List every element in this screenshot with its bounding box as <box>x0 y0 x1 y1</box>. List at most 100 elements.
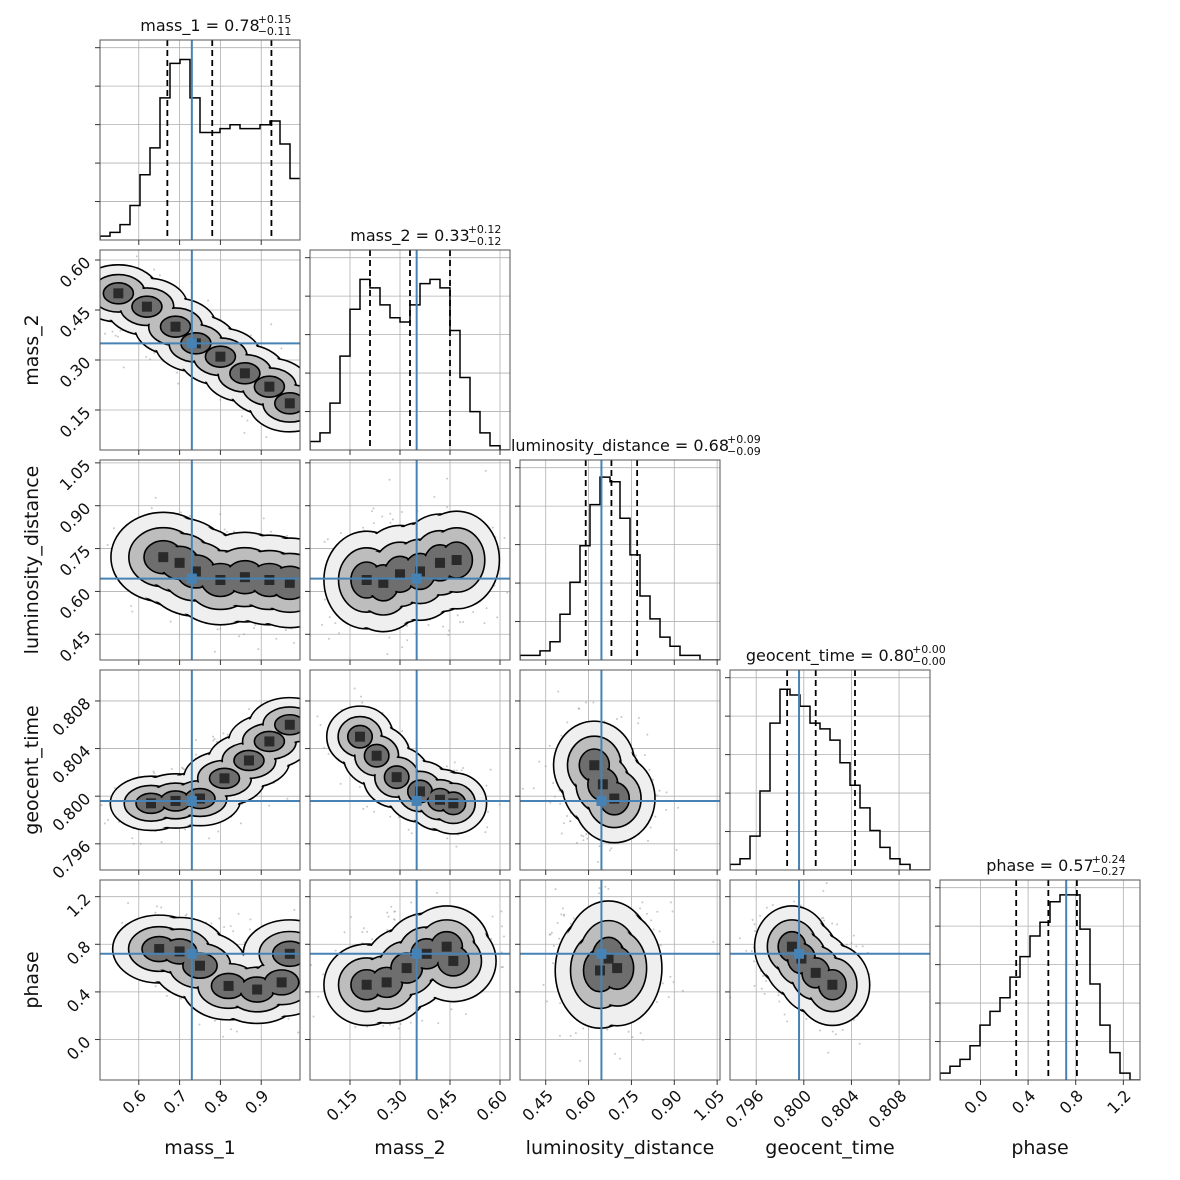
sample-point <box>322 973 325 976</box>
density-core <box>415 786 425 797</box>
density-core <box>435 557 445 568</box>
sample-point <box>232 930 235 933</box>
truth-marker <box>186 338 197 349</box>
density-core <box>146 798 157 809</box>
sample-point <box>405 624 408 627</box>
sample-point <box>620 716 623 719</box>
sample-point <box>763 992 766 995</box>
sample-point <box>100 804 103 807</box>
sample-point <box>248 928 251 931</box>
sample-point <box>222 1035 225 1038</box>
sample-point <box>437 1022 440 1025</box>
sample-point <box>248 708 251 711</box>
sample-point <box>554 888 557 891</box>
density-core <box>170 321 181 332</box>
sample-point <box>586 837 589 840</box>
sample-point <box>372 810 375 813</box>
sample-point <box>180 997 183 1000</box>
density-core <box>195 793 205 804</box>
sample-point <box>658 789 661 792</box>
sample-point <box>845 943 848 946</box>
sample-point <box>312 1015 315 1018</box>
sample-point <box>409 1021 412 1024</box>
sample-point <box>382 1024 385 1027</box>
sample-point <box>569 922 572 925</box>
panel-frame <box>99 39 301 241</box>
density-core <box>361 575 372 585</box>
sample-point <box>592 701 595 704</box>
sample-point <box>646 839 649 842</box>
sample-point <box>560 913 563 916</box>
sample-point <box>598 887 601 890</box>
sample-point <box>672 980 675 983</box>
sample-point <box>119 329 122 332</box>
sample-point <box>681 989 684 992</box>
density-core <box>174 557 185 568</box>
sample-point <box>389 521 392 524</box>
panel-content <box>100 250 300 450</box>
sample-point <box>462 767 465 770</box>
sample-point <box>113 787 116 790</box>
sample-point <box>503 935 506 938</box>
sample-point <box>659 944 662 947</box>
sample-point <box>560 832 563 835</box>
sample-point <box>381 515 384 518</box>
sample-point <box>550 931 553 934</box>
sample-point <box>397 1027 400 1030</box>
sample-point <box>240 415 243 418</box>
sample-point <box>122 366 125 369</box>
sample-point <box>280 347 283 350</box>
density-core <box>195 960 205 971</box>
sample-point <box>566 721 569 724</box>
sample-point <box>218 917 221 920</box>
density-core <box>215 575 226 585</box>
truth-marker <box>794 948 805 959</box>
sample-point <box>219 513 222 516</box>
sample-point <box>822 889 825 892</box>
sample-point <box>610 847 613 850</box>
sample-point <box>500 910 503 913</box>
sample-point <box>249 334 252 337</box>
sample-point <box>598 845 601 848</box>
sample-point <box>637 717 640 720</box>
panel-geocent_time-vs-geocent_time <box>725 669 931 875</box>
sample-point <box>861 945 864 948</box>
density-core <box>264 381 275 392</box>
sample-point <box>339 532 342 535</box>
density-core <box>264 736 275 747</box>
sample-point <box>485 784 488 787</box>
density-core <box>158 552 169 563</box>
sample-point <box>661 982 664 985</box>
sample-point <box>549 933 552 936</box>
density-core <box>381 977 392 988</box>
sample-point <box>297 1031 300 1034</box>
sample-point <box>604 885 607 888</box>
sample-point <box>793 900 796 903</box>
sample-point <box>327 752 330 755</box>
sample-point <box>226 530 229 533</box>
sample-point <box>834 1033 837 1036</box>
sample-point <box>328 616 331 619</box>
panel-content <box>100 880 300 1080</box>
panel-frame <box>519 669 721 871</box>
sample-point <box>170 767 173 770</box>
sample-point <box>566 814 569 817</box>
sample-point <box>585 833 588 836</box>
sample-point <box>579 1059 582 1062</box>
sample-point <box>608 849 611 852</box>
sample-point <box>397 816 400 819</box>
sample-point <box>354 1025 357 1028</box>
sample-point <box>121 922 124 925</box>
sample-point <box>213 737 216 740</box>
sample-point <box>641 901 644 904</box>
sample-point <box>491 526 494 529</box>
sample-point <box>532 787 535 790</box>
sample-point <box>153 772 156 775</box>
panel-content <box>730 880 930 1080</box>
panel-luminosity_distance-vs-mass_1 <box>95 459 301 665</box>
density-core <box>435 794 445 805</box>
sample-point <box>552 962 555 965</box>
sample-point <box>805 1018 808 1021</box>
sample-point <box>350 916 353 919</box>
sample-point <box>822 916 825 919</box>
